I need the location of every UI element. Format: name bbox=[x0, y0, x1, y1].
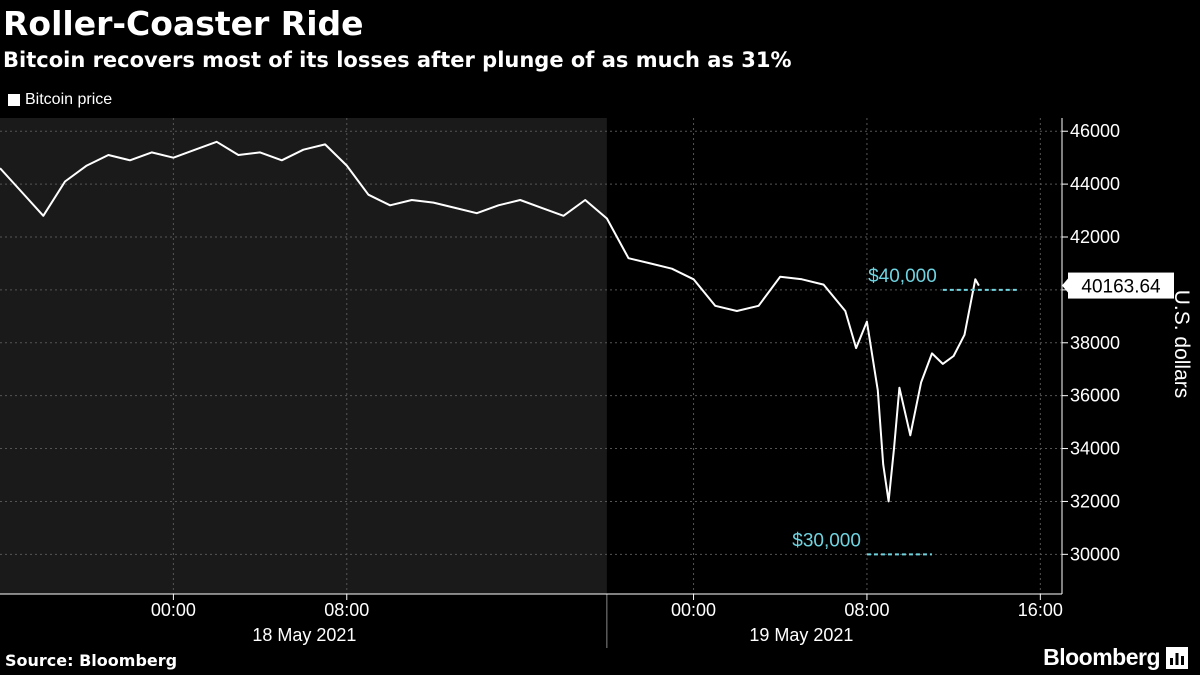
y-axis-label: U.S. dollars bbox=[1170, 290, 1193, 399]
last-value-box bbox=[1068, 272, 1174, 299]
xtick-label: 16:00 bbox=[1018, 600, 1063, 620]
bloomberg-logo-icon bbox=[1166, 646, 1188, 669]
ytick-label: 38000 bbox=[1070, 333, 1120, 353]
shaded-region bbox=[0, 118, 607, 594]
xtick-label: 08:00 bbox=[324, 600, 369, 620]
annotation-label: $30,000 bbox=[792, 530, 861, 551]
brand-logo: Bloomberg bbox=[1043, 644, 1188, 671]
chart-subtitle: Bitcoin recovers most of its losses afte… bbox=[3, 48, 792, 72]
ytick-label: 36000 bbox=[1070, 386, 1120, 406]
ytick-label: 34000 bbox=[1070, 439, 1120, 459]
ytick-label: 30000 bbox=[1070, 544, 1120, 564]
xtick-label: 08:00 bbox=[844, 600, 889, 620]
ytick-label: 32000 bbox=[1070, 491, 1120, 511]
annotation-label: $40,000 bbox=[868, 266, 937, 287]
price-line bbox=[0, 140, 980, 503]
ytick-label: 42000 bbox=[1070, 227, 1120, 247]
legend-swatch bbox=[8, 94, 20, 106]
xtick-label: 00:00 bbox=[671, 600, 716, 620]
date-label: 19 May 2021 bbox=[749, 625, 853, 645]
legend: Bitcoin price bbox=[8, 91, 112, 109]
brand-name: Bloomberg bbox=[1043, 644, 1160, 670]
ytick-label: 44000 bbox=[1070, 174, 1120, 194]
xtick-label: 00:00 bbox=[151, 600, 196, 620]
chart-title: Roller-Coaster Ride bbox=[3, 4, 364, 43]
legend-label: Bitcoin price bbox=[25, 91, 113, 108]
source-note: Source: Bloomberg bbox=[5, 651, 178, 670]
last-value-label: 40163.64 bbox=[1081, 277, 1161, 298]
date-label: 18 May 2021 bbox=[252, 625, 356, 645]
last-value-pointer bbox=[1062, 278, 1068, 293]
ytick-label: 46000 bbox=[1070, 121, 1120, 141]
